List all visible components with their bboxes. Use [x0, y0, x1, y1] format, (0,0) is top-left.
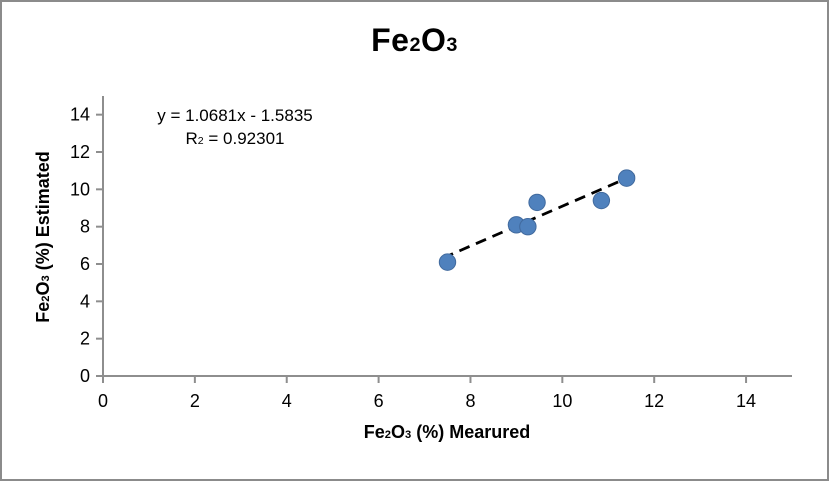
x-tick-label: 6 — [374, 391, 384, 411]
y-tick-label: 14 — [70, 105, 90, 125]
y-tick-label: 10 — [70, 179, 90, 199]
data-point[interactable] — [519, 217, 537, 236]
y-axis-title: Fe2O3 (%) Estimated — [33, 151, 53, 323]
trendline[interactable] — [442, 172, 637, 260]
x-tick-label: 12 — [644, 391, 664, 411]
x-tick-label: 10 — [552, 391, 572, 411]
y-tick-label: 0 — [80, 366, 90, 386]
x-tick-label: 8 — [465, 391, 475, 411]
trendline-equation: y = 1.0681x - 1.5835 — [157, 106, 313, 125]
x-tick-label: 2 — [190, 391, 200, 411]
y-tick-label: 8 — [80, 217, 90, 237]
data-point[interactable] — [617, 169, 636, 187]
y-tick-label: 12 — [70, 142, 90, 162]
x-tick-label: 0 — [98, 391, 108, 411]
chart-title: Fe2O3 — [371, 22, 458, 58]
y-tick-label: 2 — [80, 329, 90, 349]
data-point[interactable] — [528, 193, 546, 212]
trendline-annotation: y = 1.0681x - 1.5835 R2 = 0.92301 — [135, 104, 335, 150]
data-point[interactable] — [592, 191, 611, 210]
x-tick-label: 4 — [282, 391, 292, 411]
y-tick-label: 4 — [80, 291, 90, 311]
r-squared-value: R2 = 0.92301 — [185, 129, 285, 148]
y-tick-label: 6 — [80, 254, 90, 274]
x-tick-label: 14 — [736, 391, 756, 411]
data-point[interactable] — [438, 253, 457, 271]
x-axis-title: Fe2O3 (%) Mearured — [363, 422, 531, 442]
